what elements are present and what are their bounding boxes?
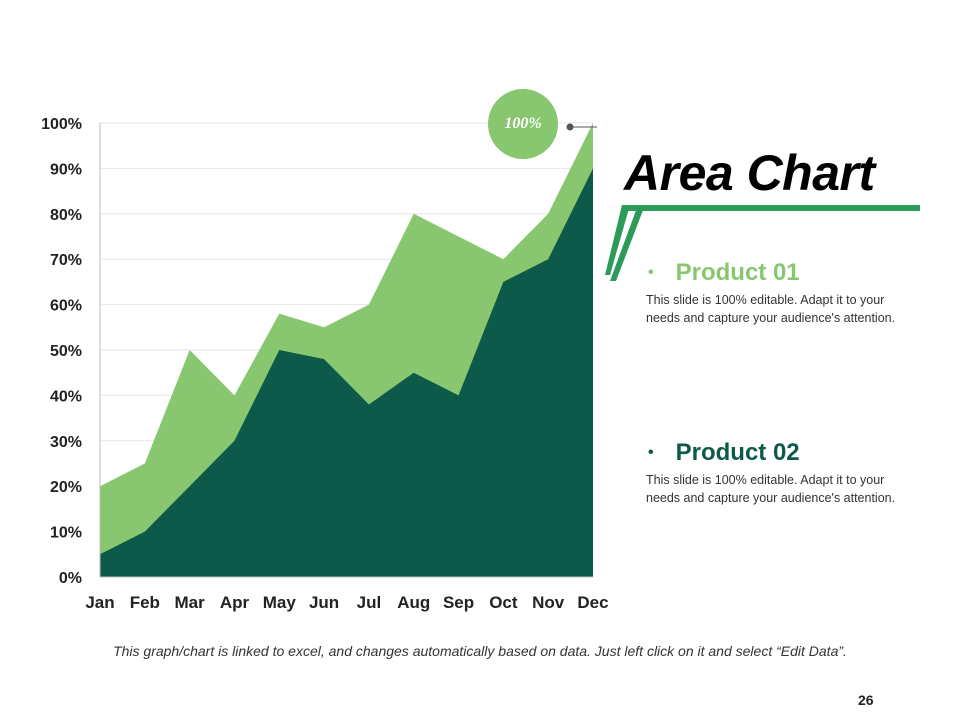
x-tick-label: Apr <box>220 593 250 612</box>
y-axis-labels: 0% 10% 20% 30% 40% 50% 60% 70% 80% 90% 100% <box>41 116 82 587</box>
page-number: 26 <box>858 692 874 708</box>
x-tick-label: Jan <box>85 593 114 612</box>
y-tick-label: 70% <box>50 252 82 269</box>
x-axis-labels: Jan Feb Mar Apr May Jun Jul Aug Sep Oct Nov Dec <box>85 593 608 612</box>
product-02-description: This slide is 100% editable. Adapt it to… <box>646 473 896 505</box>
x-tick-label: Feb <box>130 593 160 612</box>
x-tick-label: Oct <box>489 593 518 612</box>
bullet-icon: • <box>648 264 654 281</box>
callout-dot <box>566 123 574 131</box>
x-tick-label: Dec <box>577 593 608 612</box>
y-tick-label: 100% <box>41 116 82 133</box>
x-tick-label: May <box>263 593 297 612</box>
product-02-block: • Product 02 This slide is 100% editable.… <box>646 438 921 507</box>
product-01-label: Product 01 <box>675 259 800 286</box>
title-underline <box>628 205 920 211</box>
peak-callout: 100% <box>488 89 558 159</box>
decorative-slashes <box>605 205 645 281</box>
x-tick-label: Aug <box>397 593 430 612</box>
y-tick-label: 80% <box>50 207 82 224</box>
chart-axes <box>99 123 593 578</box>
y-tick-label: 30% <box>50 434 82 451</box>
y-tick-label: 20% <box>50 479 82 496</box>
x-tick-label: Jul <box>357 593 382 612</box>
y-tick-label: 60% <box>50 298 82 315</box>
slide-title: Area Chart <box>624 145 875 201</box>
product-02-label: Product 02 <box>675 439 800 466</box>
y-tick-label: 50% <box>50 343 82 360</box>
x-tick-label: Mar <box>175 593 206 612</box>
product-01-block: • Product 01 This slide is 100% editable.… <box>646 258 921 327</box>
area-series-2 <box>100 168 593 577</box>
footnote: This graph/chart is linked to excel, and… <box>113 643 847 659</box>
y-tick-label: 0% <box>59 570 82 587</box>
chart-areas <box>100 123 593 577</box>
product-01-description: This slide is 100% editable. Adapt it to… <box>646 293 896 325</box>
y-tick-label: 90% <box>50 161 82 178</box>
bullet-icon: • <box>648 444 654 461</box>
peak-marker <box>566 123 597 131</box>
x-tick-label: Nov <box>532 593 565 612</box>
y-tick-label: 40% <box>50 388 82 405</box>
x-tick-label: Sep <box>443 593 474 612</box>
y-tick-label: 10% <box>50 525 82 542</box>
x-tick-label: Jun <box>309 593 339 612</box>
